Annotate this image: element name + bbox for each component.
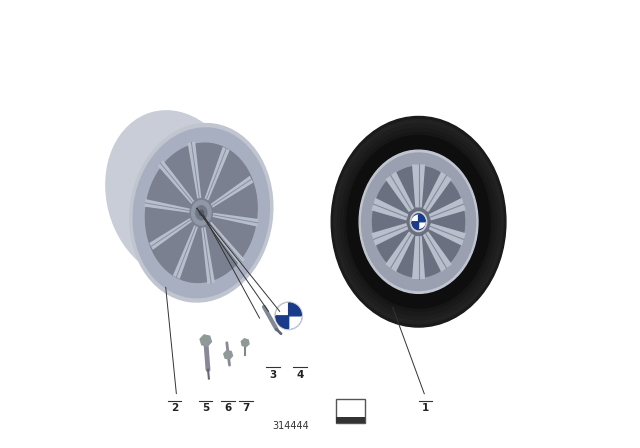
Polygon shape — [371, 223, 408, 246]
Wedge shape — [412, 215, 419, 222]
Polygon shape — [173, 225, 198, 279]
Ellipse shape — [133, 128, 269, 297]
Text: 1: 1 — [422, 403, 429, 413]
Ellipse shape — [106, 111, 243, 279]
Ellipse shape — [334, 120, 503, 324]
Polygon shape — [385, 232, 414, 272]
Polygon shape — [209, 222, 245, 265]
FancyBboxPatch shape — [336, 399, 365, 423]
Wedge shape — [276, 303, 289, 316]
Ellipse shape — [332, 116, 506, 327]
Ellipse shape — [359, 150, 478, 293]
Polygon shape — [429, 223, 466, 246]
Ellipse shape — [372, 166, 465, 277]
Ellipse shape — [196, 206, 207, 220]
Polygon shape — [412, 164, 425, 207]
Polygon shape — [188, 142, 202, 198]
Ellipse shape — [412, 214, 425, 230]
Text: 314444: 314444 — [273, 421, 309, 431]
Ellipse shape — [130, 124, 273, 302]
Text: 4: 4 — [296, 370, 303, 379]
Wedge shape — [419, 222, 425, 228]
Ellipse shape — [199, 210, 204, 215]
Polygon shape — [385, 172, 414, 212]
Text: 5: 5 — [202, 403, 209, 413]
Wedge shape — [289, 316, 301, 328]
Polygon shape — [423, 232, 452, 272]
Ellipse shape — [337, 124, 500, 320]
Wedge shape — [412, 222, 419, 228]
Ellipse shape — [362, 153, 476, 290]
Wedge shape — [419, 215, 425, 222]
Polygon shape — [429, 198, 466, 220]
Wedge shape — [276, 316, 289, 328]
Ellipse shape — [410, 212, 427, 232]
Polygon shape — [205, 147, 230, 200]
Ellipse shape — [145, 143, 257, 282]
Text: 2: 2 — [171, 403, 178, 413]
Polygon shape — [145, 199, 190, 213]
Ellipse shape — [191, 201, 211, 225]
Polygon shape — [423, 172, 452, 212]
Polygon shape — [201, 227, 215, 284]
Polygon shape — [157, 160, 194, 204]
Ellipse shape — [414, 216, 423, 228]
Ellipse shape — [347, 135, 490, 308]
Text: 6: 6 — [225, 403, 232, 413]
Ellipse shape — [275, 302, 303, 330]
Polygon shape — [211, 176, 253, 208]
Ellipse shape — [341, 128, 496, 315]
Text: 7: 7 — [243, 403, 250, 413]
FancyBboxPatch shape — [336, 417, 365, 423]
Ellipse shape — [344, 132, 493, 311]
Polygon shape — [212, 213, 258, 227]
Wedge shape — [289, 303, 301, 316]
Polygon shape — [371, 198, 408, 220]
Polygon shape — [412, 236, 425, 279]
Polygon shape — [149, 218, 192, 250]
Ellipse shape — [276, 303, 301, 328]
Text: 3: 3 — [269, 370, 276, 379]
